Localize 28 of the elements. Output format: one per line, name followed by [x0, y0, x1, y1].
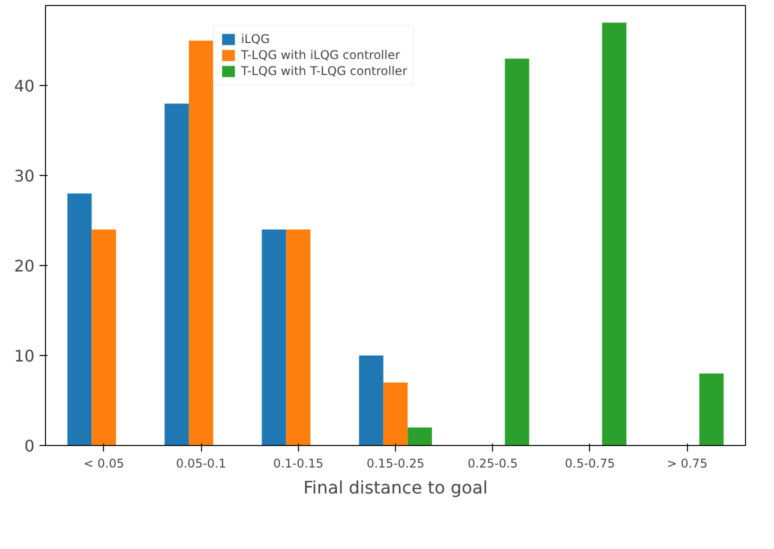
y-tick-label: 20 — [14, 256, 34, 276]
bar — [408, 428, 432, 446]
x-tick-label: 0.1-0.15 — [273, 456, 324, 470]
x-tick-label: > 0.75 — [666, 456, 708, 470]
x-tick-label: 0.5-0.75 — [564, 456, 616, 470]
bar — [699, 374, 724, 446]
bar — [286, 230, 310, 446]
bar — [262, 230, 286, 446]
y-tick-label: 30 — [14, 166, 34, 186]
x-axis-title: Final distance to goal — [303, 478, 488, 498]
legend-label: T-LQG with T-LQG controller — [241, 64, 408, 78]
legend-label: T-LQG with iLQG controller — [241, 48, 400, 62]
bar — [602, 22, 626, 446]
bar — [188, 40, 214, 446]
y-tick-label: 40 — [14, 76, 34, 96]
bar — [383, 382, 408, 446]
bar — [92, 230, 116, 446]
x-tick-label: 0.15-0.25 — [366, 456, 424, 470]
y-tick-label: 0 — [24, 436, 35, 456]
bar — [359, 356, 384, 446]
y-tick-label: 10 — [14, 346, 34, 366]
x-tick-label: < 0.05 — [84, 456, 124, 470]
bar — [504, 58, 530, 446]
x-tick-label: 0.25-0.5 — [468, 456, 518, 470]
bar — [164, 104, 189, 446]
x-tick-label: 0.05-0.1 — [176, 456, 226, 470]
legend-label: iLQG — [241, 32, 270, 46]
bar — [67, 194, 92, 446]
